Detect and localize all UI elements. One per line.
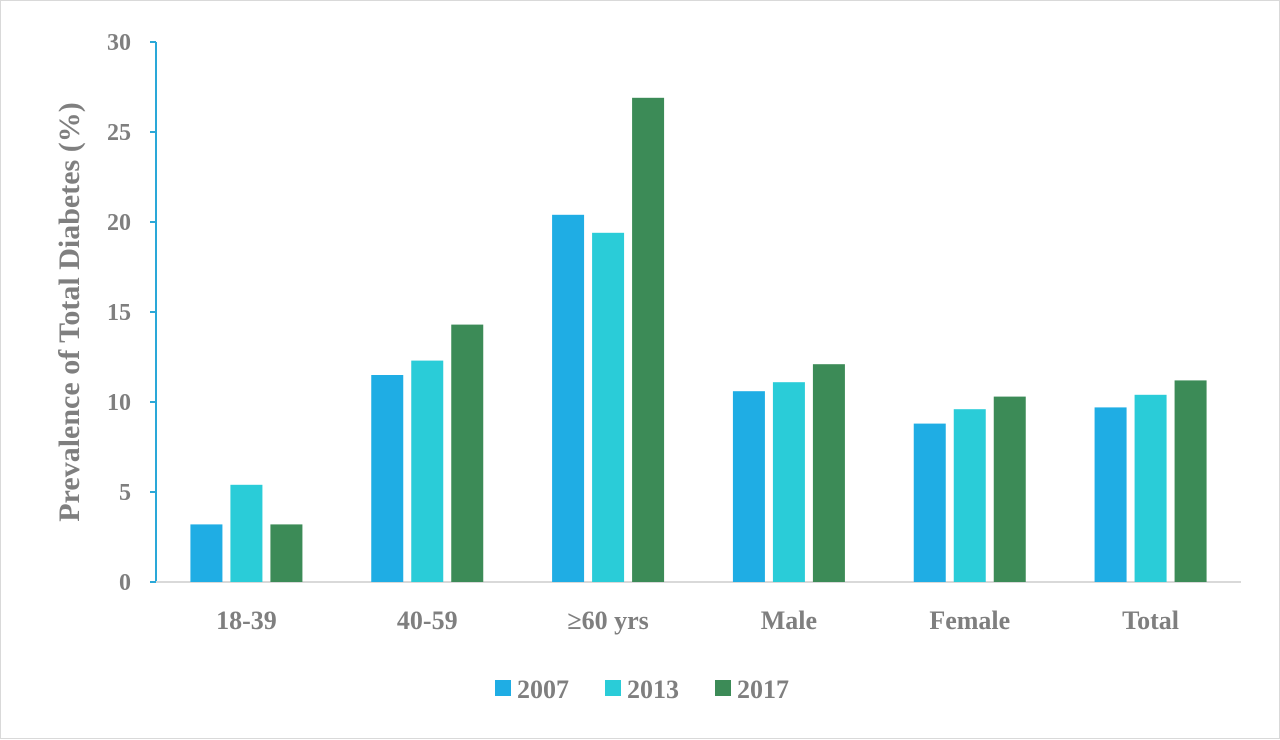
axes	[155, 42, 1241, 583]
y-tick-label: 25	[107, 120, 131, 146]
legend-label-2017: 2017	[737, 675, 789, 704]
y-tick-label: 30	[107, 30, 131, 56]
legend-swatch-2007	[495, 680, 511, 696]
bar-2007-3	[552, 214, 585, 583]
bar-2013-3	[592, 232, 625, 583]
y-tick-label: 0	[119, 570, 131, 596]
bar-2007-4	[732, 391, 765, 582]
category-label: Male	[761, 606, 817, 635]
y-tick-label: 15	[107, 300, 131, 326]
category-label: 40-59	[397, 606, 458, 635]
y-axis-title: Prevalence of Total Diabetes (%)	[53, 102, 86, 521]
legend-label-2007: 2007	[517, 675, 569, 704]
y-tick-label: 20	[107, 210, 131, 236]
bar-2007-6	[1094, 407, 1127, 582]
legend-swatch-2013	[605, 680, 621, 696]
bar-2013-1	[230, 484, 263, 582]
bar-2017-3	[632, 97, 665, 583]
bar-2017-6	[1174, 380, 1207, 582]
bar-2017-1	[270, 524, 303, 582]
category-label: ≥60 yrs	[567, 606, 648, 635]
bar-2013-6	[1134, 394, 1167, 582]
bar-2017-5	[993, 396, 1026, 582]
category-label: 18-39	[216, 606, 277, 635]
bar-2007-1	[190, 524, 223, 582]
y-ticks: 0 5 10 15 20 25 30	[107, 30, 156, 596]
bar-2007-5	[913, 423, 946, 582]
category-labels: 18-39 40-59 ≥60 yrs Male Female Total	[216, 606, 1179, 635]
bar-2007-2	[371, 375, 404, 582]
bars	[190, 97, 1207, 583]
category-label: Female	[929, 606, 1010, 635]
bar-2013-2	[411, 360, 444, 582]
bar-2013-4	[772, 382, 805, 582]
y-tick-label: 5	[119, 480, 131, 506]
category-label: Total	[1122, 606, 1179, 635]
y-tick-label: 10	[107, 390, 131, 416]
bar-2017-4	[812, 364, 845, 582]
legend-label-2013: 2013	[627, 675, 679, 704]
bar-2013-5	[953, 409, 986, 582]
legend: 2007 2013 2017	[495, 675, 789, 704]
legend-swatch-2017	[715, 680, 731, 696]
bar-2017-2	[451, 324, 484, 582]
